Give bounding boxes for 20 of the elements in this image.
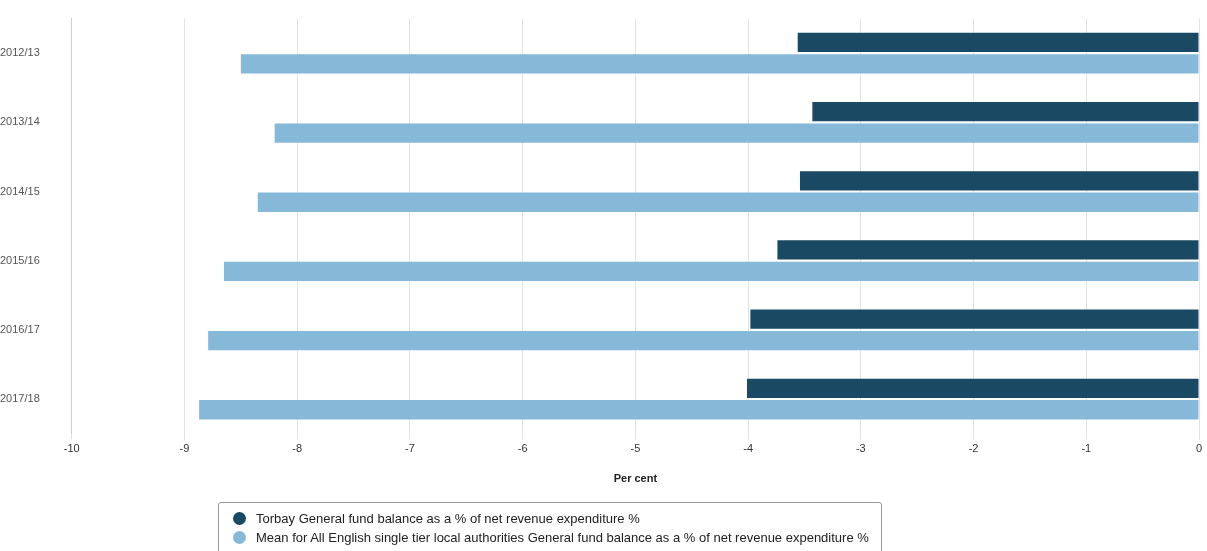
legend-label: Mean for All English single tier local authorities General fund balance as a % of net revenue expenditure % <box>256 529 869 547</box>
x-tick-label: -5 <box>630 442 641 455</box>
x-tick-label: 0 <box>1195 442 1203 455</box>
y-tick-label: 2014/15 <box>0 184 40 197</box>
y-tick-label: 2013/14 <box>0 115 40 128</box>
x-tick-label: -9 <box>179 442 190 455</box>
y-tick-label: 2015/16 <box>0 253 40 266</box>
x-tick-label: -7 <box>405 442 415 455</box>
x-tick-label: -8 <box>292 442 303 455</box>
x-tick-label: -6 <box>517 442 528 455</box>
y-tick-label: 2016/17 <box>0 322 40 335</box>
x-tick-label: -2 <box>968 442 979 455</box>
y-tick-label: 2017/18 <box>0 392 40 405</box>
x-tick-label: -4 <box>743 442 753 455</box>
x-axis-title: Per cent <box>613 472 658 485</box>
y-tick-label: 2012/13 <box>0 46 40 59</box>
x-tick-label: -10 <box>63 442 80 455</box>
x-tick-label: -3 <box>855 442 866 455</box>
x-tick-label: -1 <box>1081 442 1092 455</box>
legend-label: Torbay General fund balance as a % of net revenue expenditure % <box>256 510 640 528</box>
